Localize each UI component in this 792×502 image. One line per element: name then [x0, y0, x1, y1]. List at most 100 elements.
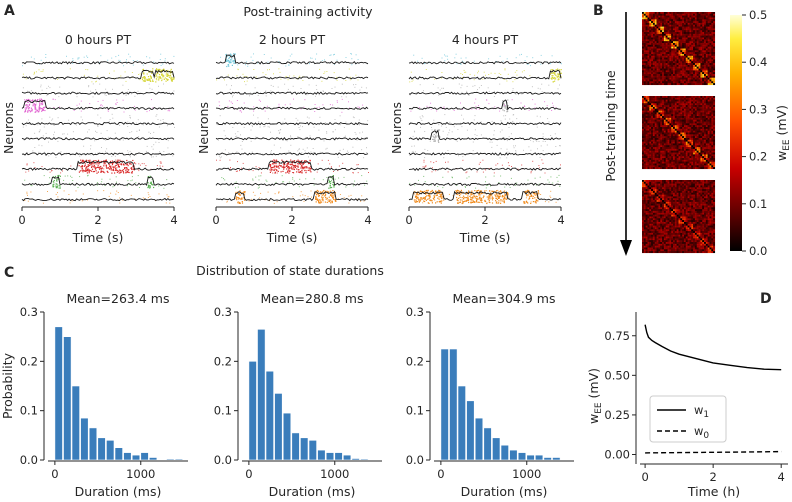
- heatmap-cell: [662, 17, 664, 20]
- heatmap-cell: [685, 64, 688, 67]
- spike: [96, 184, 98, 186]
- heatmap-cell: [713, 46, 716, 49]
- heatmap-cell: [685, 74, 688, 76]
- spike: [135, 182, 137, 184]
- heatmap-cell: [649, 105, 652, 108]
- heatmap-cell: [654, 30, 657, 33]
- heatmap-cell: [680, 46, 683, 49]
- heatmap-cell: [645, 112, 648, 115]
- spike: [352, 116, 354, 118]
- spike-active: [126, 162, 128, 164]
- heatmap-cell: [642, 119, 644, 122]
- spike: [126, 61, 127, 63]
- heatmap-cell: [702, 64, 705, 67]
- heatmap-cell: [704, 63, 706, 65]
- spike: [62, 133, 64, 135]
- heatmap-cell: [643, 39, 646, 42]
- x-tick-label: 2: [481, 213, 488, 227]
- spike: [147, 197, 149, 198]
- heatmap-cell: [645, 68, 648, 71]
- spike-active: [532, 201, 534, 203]
- heatmap-cell: [705, 112, 708, 115]
- spike: [544, 101, 546, 103]
- heatmap-cell: [643, 114, 646, 117]
- spike: [528, 193, 530, 195]
- heatmap-cell: [671, 70, 674, 73]
- spike-active: [103, 163, 105, 165]
- heatmap-cell: [647, 33, 650, 36]
- spike: [138, 163, 140, 165]
- heatmap-cell: [711, 112, 714, 115]
- heatmap-cell: [669, 96, 672, 98]
- spike: [487, 87, 489, 89]
- heatmap-cell: [698, 114, 701, 117]
- spike-active: [483, 195, 485, 197]
- spike: [274, 193, 276, 195]
- spike: [510, 177, 512, 179]
- spike-active: [505, 198, 507, 200]
- heatmap-cell: [682, 105, 685, 108]
- spike-active: [102, 171, 105, 173]
- heatmap-cell: [709, 105, 712, 108]
- spike-active: [109, 166, 111, 168]
- heatmap-cell: [705, 101, 708, 104]
- spike-active: [325, 198, 327, 200]
- spike-active: [153, 186, 155, 189]
- spike: [421, 57, 423, 59]
- heatmap-cell: [647, 64, 650, 67]
- spike-active: [434, 140, 436, 142]
- spike-active: [481, 192, 483, 194]
- spike: [409, 182, 411, 184]
- rate-trace: [408, 61, 562, 65]
- heatmap-cell: [687, 105, 690, 108]
- spike: [230, 167, 231, 168]
- heatmap-cell: [665, 53, 668, 56]
- heatmap-cell: [700, 19, 703, 22]
- spike: [226, 200, 228, 202]
- heatmap-cell: [663, 57, 666, 60]
- heatmap-cell: [678, 68, 681, 71]
- spike-active: [557, 68, 559, 70]
- rate-trace: [215, 136, 369, 141]
- spike-active: [278, 167, 280, 169]
- heatmap-cell: [682, 103, 685, 106]
- spike-active: [495, 195, 497, 197]
- spike: [130, 93, 132, 95]
- spike-active: [322, 198, 324, 200]
- spike-active: [289, 163, 291, 165]
- heatmap-cell: [696, 32, 699, 34]
- heatmap-cell: [687, 77, 690, 80]
- spike-active: [507, 192, 509, 194]
- heatmap-cell: [642, 52, 644, 55]
- heatmap-cell: [707, 46, 710, 49]
- panel-label-d: D: [760, 291, 772, 307]
- spike-active: [330, 182, 332, 184]
- spike-active: [331, 202, 333, 204]
- spike-active: [331, 186, 333, 189]
- spike: [449, 121, 451, 123]
- spike-active: [85, 167, 87, 169]
- heatmap-cell: [683, 81, 686, 84]
- heatmap-cell: [676, 35, 679, 38]
- heatmap-cell: [667, 48, 670, 51]
- spike-active: [528, 196, 531, 198]
- spike-active: [558, 78, 560, 80]
- spike: [49, 87, 51, 89]
- heatmap-cell: [682, 26, 685, 29]
- spike-active: [93, 166, 95, 168]
- heatmap-cell: [673, 19, 675, 22]
- spike-active: [275, 163, 277, 165]
- spike: [422, 202, 424, 204]
- spike-active: [424, 197, 426, 199]
- spike: [155, 115, 157, 117]
- spike-active: [291, 163, 293, 165]
- heatmap-cell: [687, 26, 690, 29]
- spike: [104, 172, 106, 174]
- spike: [83, 145, 85, 147]
- heatmap-cell: [651, 117, 654, 120]
- heatmap-cell: [665, 50, 668, 53]
- heatmap-cell: [656, 44, 659, 47]
- heatmap-cell: [665, 37, 668, 40]
- heatmap-cell: [645, 96, 648, 98]
- spike-active: [92, 163, 94, 165]
